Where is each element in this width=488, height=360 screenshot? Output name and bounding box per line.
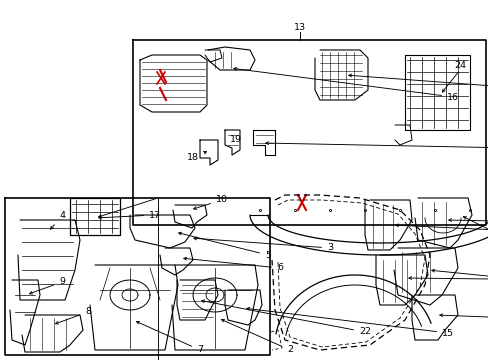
- Text: 6: 6: [183, 257, 283, 273]
- Text: 5: 5: [178, 232, 270, 260]
- Text: 8: 8: [56, 307, 91, 324]
- Text: 22: 22: [202, 300, 370, 337]
- Text: 14: 14: [463, 217, 488, 270]
- Text: 21: 21: [408, 277, 488, 287]
- Text: 7: 7: [136, 321, 203, 355]
- Text: 10: 10: [193, 195, 227, 210]
- Text: 2: 2: [221, 319, 292, 355]
- Text: 19: 19: [229, 135, 242, 144]
- Text: 12: 12: [448, 219, 488, 233]
- Text: 17: 17: [99, 211, 161, 220]
- Text: 11: 11: [431, 269, 488, 302]
- Text: 3: 3: [193, 237, 332, 252]
- Text: 9: 9: [29, 278, 65, 294]
- Text: 4: 4: [50, 211, 65, 229]
- Text: 26: 26: [439, 314, 488, 334]
- Text: 16: 16: [233, 67, 458, 102]
- Text: 18: 18: [186, 152, 206, 162]
- Text: 23: 23: [395, 224, 488, 244]
- Text: 13: 13: [293, 23, 305, 32]
- Text: 15: 15: [246, 307, 453, 338]
- Text: 24: 24: [453, 60, 465, 69]
- Text: 20: 20: [265, 142, 488, 153]
- Text: 25: 25: [348, 74, 488, 107]
